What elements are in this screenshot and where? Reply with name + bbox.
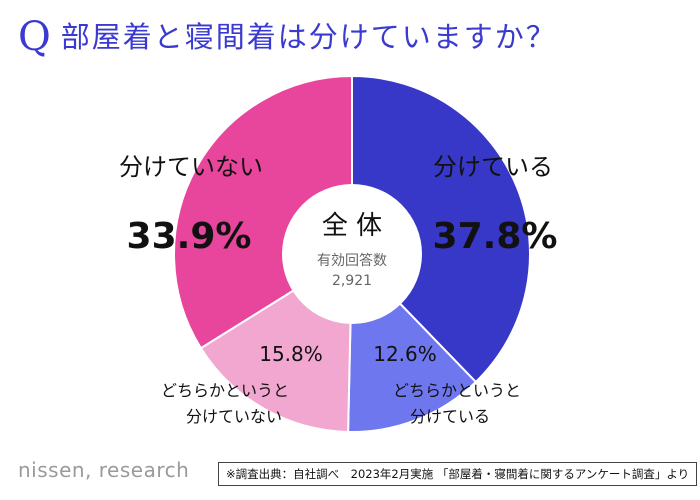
- label-not-separate: 分けていない: [119, 153, 263, 181]
- label-somewhat-not-separate-line1: どちらかというと: [161, 381, 289, 400]
- question-text: 部屋着と寝間着は分けていますか？: [60, 19, 557, 54]
- center-count: 2,921: [332, 273, 372, 289]
- slice-separate: [351, 74, 531, 384]
- brand-logo-text: nissen, research: [18, 458, 190, 482]
- survey-source-note: ※調査出典：自社調べ 2023年2月実施 「部屋着・寝間着に関するアンケート調査…: [218, 462, 698, 486]
- label-separate: 分けている: [433, 153, 553, 181]
- donut-center: [282, 184, 422, 324]
- question-mark: Q: [18, 14, 51, 60]
- value-somewhat-not-separate: 15.8%: [259, 342, 323, 366]
- center-title: 全 体: [322, 211, 382, 241]
- value-not-separate: 33.9%: [127, 216, 252, 257]
- question-title: Q 部屋着と寝間着は分けていますか？: [18, 6, 557, 68]
- value-separate: 37.8%: [433, 216, 558, 257]
- center-subtitle: 有効回答数: [317, 252, 387, 269]
- label-somewhat-separate-line2: 分けている: [410, 407, 490, 426]
- label-somewhat-separate-line1: どちらかというと: [393, 381, 521, 400]
- value-somewhat-separate: 12.6%: [373, 342, 437, 366]
- label-somewhat-not-separate-line2: 分けていない: [186, 407, 282, 426]
